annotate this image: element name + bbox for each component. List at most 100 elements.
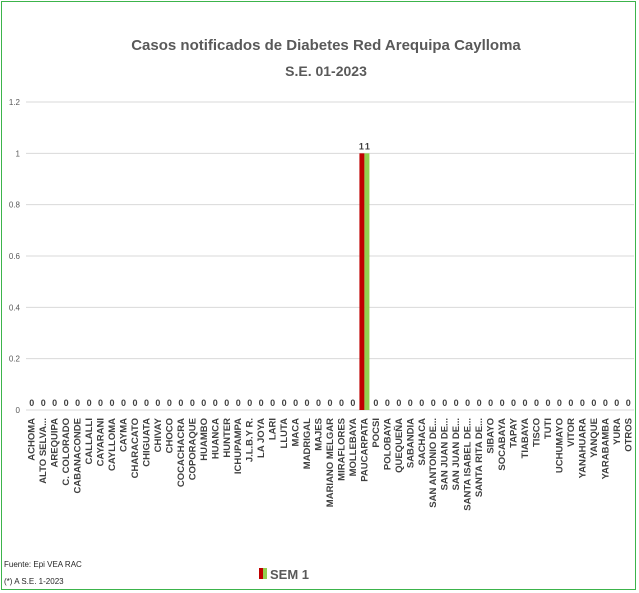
x-tick-label: QUEQUEÑA [394,418,405,473]
data-label: 0 [339,398,344,408]
x-tick-label: SAN JUAN DE... [451,418,462,490]
x-tick-label: SANTA RITA DE... [474,418,485,497]
x-tick-label: MACA [291,418,302,447]
data-label: 0 [144,398,149,408]
data-label: 0 [442,398,447,408]
y-tick-label: 0 [16,406,21,415]
x-tick-label: J.L.B.Y R. [245,418,256,462]
x-tick-label: MADRIGAL [302,418,313,469]
y-tick-label: 0.4 [9,303,21,312]
x-tick-label: SAN ANTONIO DE... [428,418,439,508]
source-note: Fuente: Epi VEA RAC [4,560,82,569]
data-label: 0 [477,398,482,408]
x-tick-label: UCHUMAYO [554,418,565,473]
x-tick-label: ICHUPAMPA [233,418,244,474]
bar-highlight [364,153,370,411]
y-tick-label: 0.6 [9,252,21,261]
data-label: 0 [121,398,126,408]
x-tick-label: CABANACONDE [73,418,84,493]
data-label: 0 [603,398,608,408]
data-label: 0 [167,398,172,408]
x-tick-label: SAN JUAN DE... [440,418,451,490]
x-tick-label: LLUTA [279,418,290,449]
data-label: 0 [568,398,573,408]
data-label: 0 [87,398,92,408]
x-tick-label: YANQUE [589,418,600,458]
x-tick-label: SOCABAYA [497,418,508,471]
footnote: (*) A S.E. 1-2023 [4,577,64,586]
data-label: 0 [465,398,470,408]
data-label: 0 [75,398,80,408]
data-label: 0 [178,398,183,408]
y-tick-label: 1.2 [9,98,21,107]
data-label: 0 [155,398,160,408]
x-tick-label: YURA [612,418,623,445]
x-tick-label: TISCO [531,418,542,447]
x-tick-label: LA JOYA [256,418,267,458]
x-tick-label: MOLLEBAYA [348,418,359,477]
data-label: 0 [316,398,321,408]
bars [359,153,370,411]
data-label: 0 [626,398,631,408]
data-label: 0 [350,398,355,408]
x-tick-label: MAJES [314,418,325,451]
data-label: 0 [224,398,229,408]
data-label: 0 [282,398,287,408]
x-tick-label: ALTO SELVA... [38,418,49,484]
data-label: 0 [305,398,310,408]
x-tick-label: SIBAYO [486,418,497,454]
x-tick-label: ACHOMA [27,418,38,461]
data-label: 0 [293,398,298,408]
data-label: 0 [236,398,241,408]
x-tick-label: VITOR [566,418,577,447]
x-tick-label: C. COLORADO [61,418,72,486]
data-label: 0 [534,398,539,408]
data-label: 1 [359,141,364,151]
data-label: 0 [591,398,596,408]
x-tick-label: CAYLLOMA [107,418,118,471]
x-tick-label: HUANCA [210,418,221,459]
y-tick-label: 0.8 [9,201,21,210]
x-tick-label: TIABAYA [520,418,531,459]
x-tick-label: CALLALLI [84,418,95,464]
data-label: 0 [327,398,332,408]
data-label: 0 [431,398,436,408]
x-tick-label: SANTA ISABEL DE... [463,418,474,511]
x-tick-label: CHIGUATA [141,418,152,467]
data-label: 0 [614,398,619,408]
legend-label: SEM 1 [270,567,309,582]
x-tick-label: OTROS [623,418,634,452]
x-tick-label: POLOBAYA [382,418,393,470]
data-labels: 0 0 0 0 0 0 0 0 0 0 0 0 0 0 0 0 0 0 0 0 0 0 0 0 0 0 0 0 01 10 0 0 0 0 0 0 0 0… [29,141,631,408]
legend-swatch [259,568,263,579]
legend-swatch-light [263,568,267,579]
x-tick-label: SABANDIA [405,418,416,468]
data-label: 0 [110,398,115,408]
data-label: 0 [41,398,46,408]
x-tick-label: TAPAY [509,417,520,448]
data-label: 0 [247,398,252,408]
y-tick-label: 0.2 [9,355,21,364]
chart-subtitle: S.E. 01-2023 [285,63,367,79]
x-tick-label: SACHACA [417,418,428,466]
y-tick-label: 1 [16,149,21,158]
x-tick-label: COPORAQUE [187,418,198,480]
x-tick-label: CHIVAY [153,417,164,452]
x-tick-label: AREQUIPA [50,418,61,468]
x-tick-label: YANAHUARA [577,418,588,478]
data-label: 0 [373,398,378,408]
chart-title: Casos notificados de Diabetes Red Arequi… [131,37,521,54]
data-label: 0 [201,398,206,408]
data-label: 0 [557,398,562,408]
legend: SEM 1 [259,567,309,582]
data-label: 0 [419,398,424,408]
data-label-highlight: 1 [365,141,370,151]
x-tick-label: MARIANO MELGAR [325,418,336,507]
data-label: 0 [580,398,585,408]
x-tick-label: MIRAFLORES [336,418,347,481]
data-label: 0 [259,398,264,408]
gridlines [26,101,634,411]
data-label: 0 [488,398,493,408]
